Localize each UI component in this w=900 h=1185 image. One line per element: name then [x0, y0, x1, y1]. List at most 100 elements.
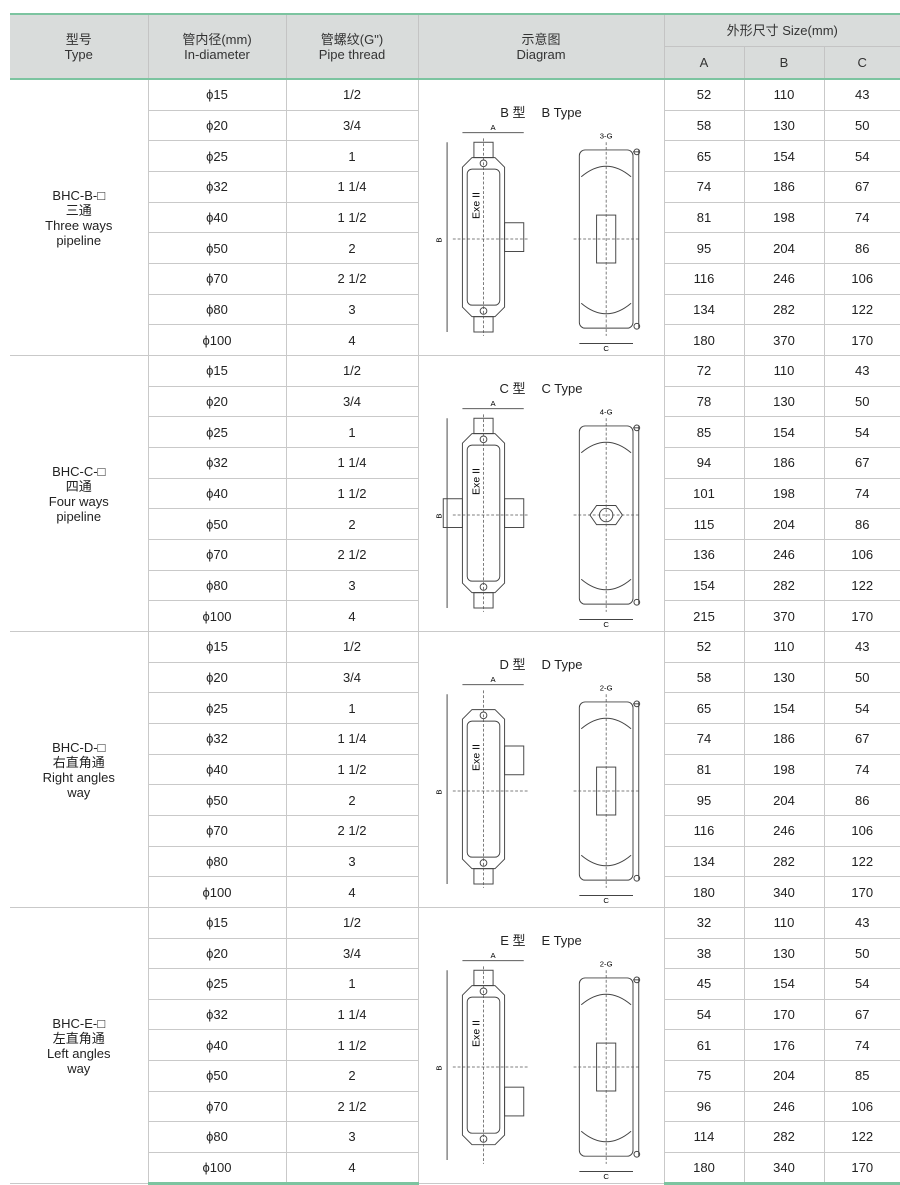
- diameter-cell: ϕ25: [147, 416, 287, 448]
- thread-cell: 1 1/4: [285, 170, 419, 203]
- thread-cell: 1/2: [285, 355, 419, 387]
- thread-cell: 4: [285, 1151, 419, 1185]
- size-b-cell: 110: [743, 355, 825, 387]
- diagram-title-zh: B 型: [500, 105, 526, 120]
- size-c-cell: 67: [823, 170, 900, 203]
- size-b-cell: 204: [743, 1059, 825, 1092]
- diameter-cell: ϕ32: [147, 998, 287, 1031]
- size-b-cell: 204: [743, 232, 825, 264]
- size-a-cell: 52: [663, 78, 745, 111]
- size-a-cell: 134: [663, 293, 745, 326]
- diameter-cell: ϕ80: [147, 293, 287, 326]
- size-c-cell: 86: [823, 232, 900, 264]
- size-b-cell: 282: [743, 1121, 825, 1153]
- size-b-cell: 246: [743, 1090, 825, 1123]
- size-a-cell: 180: [663, 876, 745, 908]
- size-b-cell: 186: [743, 446, 825, 479]
- table-row: ϕ70 2 1/2 116 246 106: [10, 814, 900, 847]
- thread-cell: 2: [285, 508, 419, 540]
- size-c-cell: 170: [823, 600, 900, 632]
- thread-cell: 1/2: [285, 631, 419, 663]
- size-b-cell: 204: [743, 784, 825, 816]
- size-a-cell: 115: [663, 508, 745, 540]
- thread-cell: 1: [285, 140, 419, 172]
- diameter-cell: ϕ50: [147, 784, 287, 816]
- dim-c-label: C: [603, 1172, 609, 1181]
- diameter-cell: ϕ15: [147, 355, 287, 387]
- size-a-cell: 180: [663, 1151, 745, 1185]
- dim-c-label: C: [603, 896, 609, 905]
- size-b-cell: 154: [743, 968, 825, 1000]
- size-c-cell: 43: [823, 907, 900, 939]
- header-col-a: A: [663, 46, 745, 80]
- size-a-cell: 58: [663, 109, 745, 142]
- type-cell: BHC-B-□ 三通 Three ways pipeline: [10, 78, 149, 356]
- size-b-cell: 170: [743, 998, 825, 1031]
- table-row: ϕ100 4 180 340 170: [10, 1151, 900, 1185]
- table-row: ϕ40 1 1/2 61 176 74: [10, 1029, 900, 1061]
- diagram-b-type: B A Exe II C 3-G: [434, 125, 641, 353]
- diameter-cell: ϕ20: [147, 109, 287, 142]
- size-a-cell: 38: [663, 937, 745, 970]
- model-name-en-2: way: [67, 784, 91, 800]
- size-c-cell: 54: [823, 416, 900, 448]
- table-row: BHC-B-□ 三通 Three ways pipeline ϕ15 1/2 B …: [10, 78, 900, 356]
- exe-mark: Exe II: [471, 468, 483, 495]
- header-diagram: 示意图 Diagram: [417, 13, 665, 80]
- size-c-cell: 74: [823, 477, 900, 510]
- size-a-cell: 96: [663, 1090, 745, 1123]
- spec-table: 型号 Type 管内径(mm) In-diameter 管螺纹(G") Pipe th…: [10, 13, 900, 1185]
- diameter-cell: ϕ40: [147, 753, 287, 786]
- size-a-cell: 78: [663, 385, 745, 418]
- diameter-cell: ϕ32: [147, 170, 287, 203]
- table-row: ϕ70 2 1/2 96 246 106: [10, 1090, 900, 1123]
- size-a-cell: 58: [663, 661, 745, 694]
- header-thread: 管螺纹(G") Pipe thread: [285, 13, 419, 80]
- diagram-title-zh: C 型: [499, 381, 526, 396]
- model-name-en: Left angles: [46, 1045, 111, 1061]
- size-a-cell: 116: [663, 262, 745, 295]
- size-b-cell: 186: [743, 170, 825, 203]
- table-row: ϕ20 3/4 58 130 50: [10, 661, 900, 694]
- size-a-cell: 52: [663, 631, 745, 663]
- table-row: ϕ32 1 1/4 94 186 67: [10, 446, 900, 479]
- size-b-cell: 282: [743, 293, 825, 326]
- table-row: ϕ100 4 215 370 170: [10, 600, 900, 632]
- model-name-zh: 左直角通: [52, 1030, 105, 1046]
- thread-cell: 4: [285, 600, 419, 632]
- size-c-cell: 50: [823, 661, 900, 694]
- diagram-title-en: C Type: [541, 381, 583, 396]
- diagram-cell: E 型 E Type B A Exe II C 2-G: [417, 906, 665, 1185]
- thread-cell: 2: [285, 232, 419, 264]
- size-a-cell: 116: [663, 814, 745, 847]
- table-row: ϕ80 3 114 282 122: [10, 1121, 900, 1153]
- thread-cell: 2 1/2: [285, 538, 419, 571]
- size-b-cell: 154: [743, 140, 825, 172]
- size-b-cell: 130: [743, 385, 825, 418]
- model-name-en-2: pipeline: [56, 232, 102, 248]
- diagram-title-en: E Type: [541, 933, 582, 948]
- diameter-cell: ϕ40: [147, 201, 287, 234]
- size-c-cell: 50: [823, 109, 900, 142]
- thread-cell: 4: [285, 324, 419, 356]
- table-row: ϕ20 3/4 38 130 50: [10, 937, 900, 970]
- diagram-cell: D 型 D Type B A Exe II C 2-G: [417, 631, 665, 908]
- diameter-cell: ϕ50: [147, 508, 287, 540]
- size-a-cell: 215: [663, 600, 745, 632]
- size-c-cell: 170: [823, 324, 900, 356]
- thread-cell: 1 1/4: [285, 998, 419, 1031]
- header-col-b: B: [743, 46, 825, 80]
- diagram-title-zh: E 型: [500, 933, 526, 948]
- size-a-cell: 180: [663, 324, 745, 356]
- table-row: ϕ25 1 85 154 54: [10, 416, 900, 448]
- thread-cell: 1: [285, 968, 419, 1000]
- type-cell: BHC-C-□ 四通 Four ways pipeline: [10, 355, 149, 632]
- size-b-cell: 246: [743, 538, 825, 571]
- dim-b-label: B: [434, 237, 443, 242]
- table-row: ϕ20 3/4 58 130 50: [10, 109, 900, 142]
- size-c-cell: 106: [823, 1090, 900, 1123]
- size-c-cell: 50: [823, 937, 900, 970]
- size-b-cell: 176: [743, 1029, 825, 1061]
- size-b-cell: 198: [743, 201, 825, 234]
